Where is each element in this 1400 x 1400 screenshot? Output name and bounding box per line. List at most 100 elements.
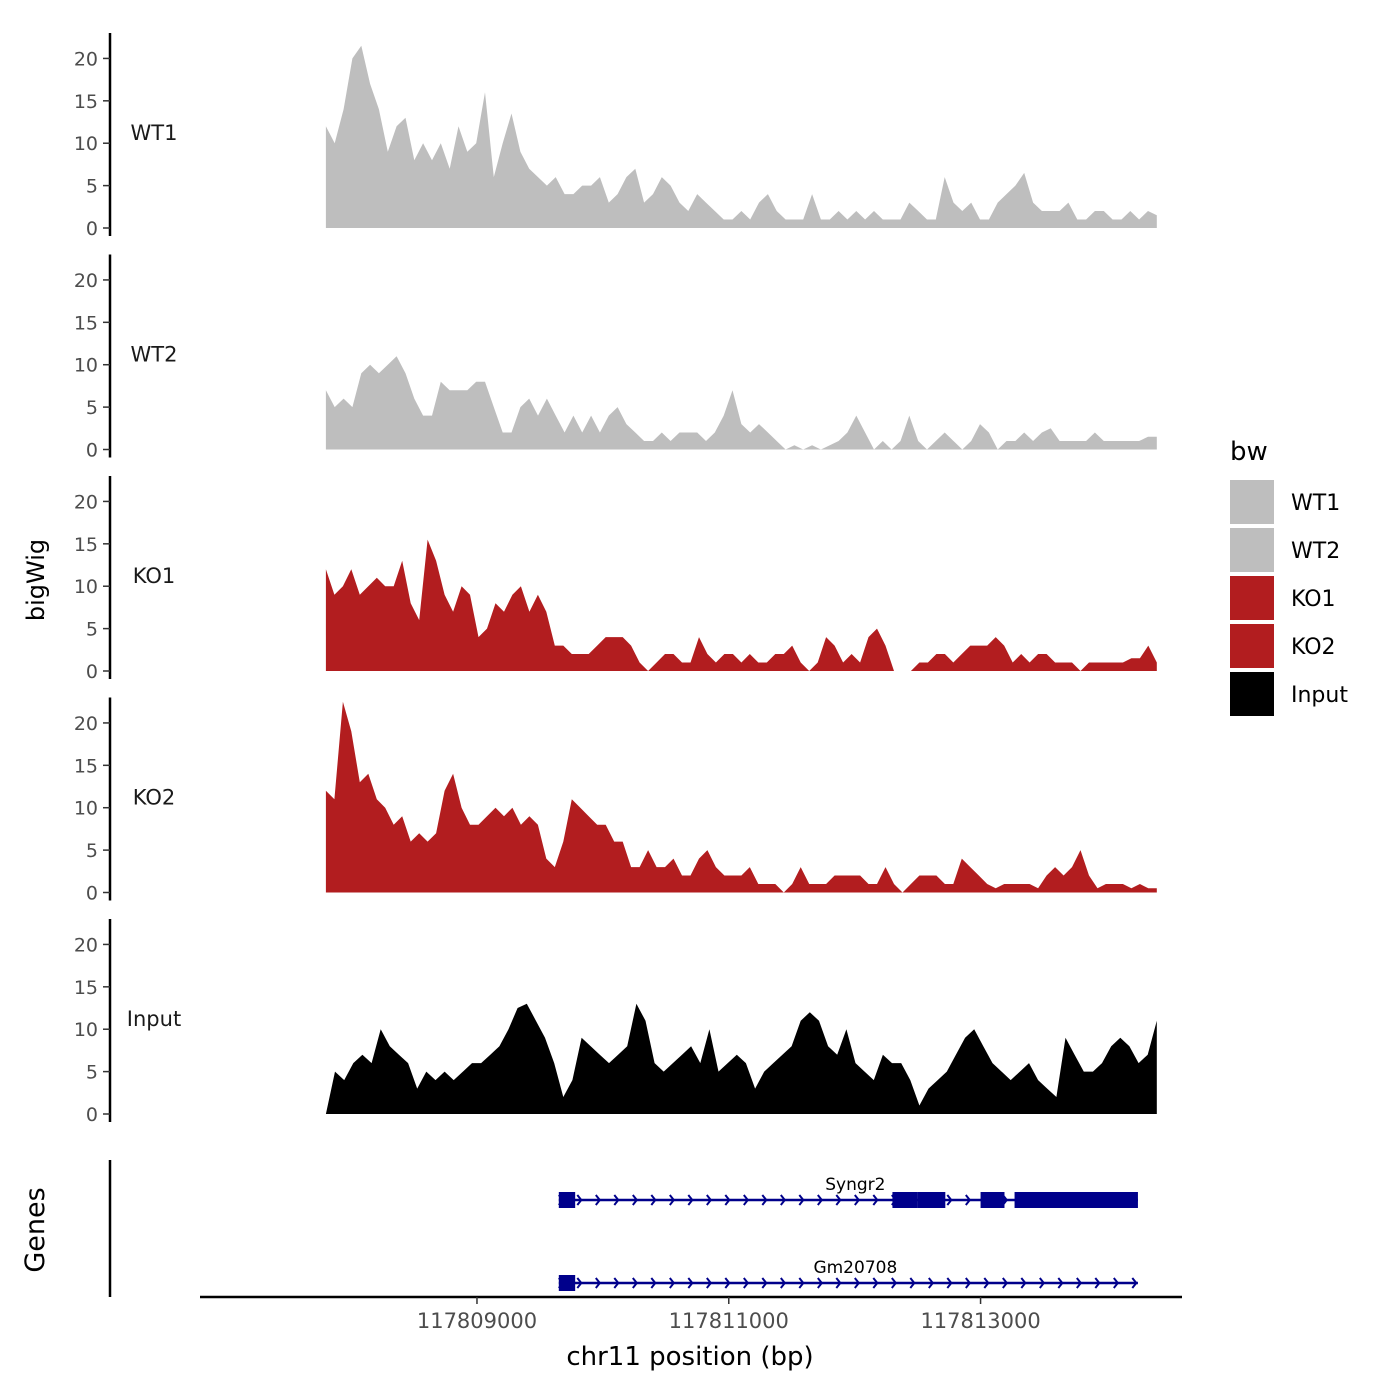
track-label: Input xyxy=(127,1007,181,1031)
strand-chevron xyxy=(595,1194,602,1206)
strand-chevron xyxy=(946,1277,953,1289)
y-tick-label: 20 xyxy=(74,48,98,70)
strand-chevron xyxy=(706,1277,713,1289)
strand-chevron xyxy=(891,1277,898,1289)
strand-chevron xyxy=(965,1277,972,1289)
y-tick-label: 10 xyxy=(74,1019,98,1041)
track-wt1: 0 5 10 15 20 WT1 xyxy=(74,33,1157,240)
strand-chevron xyxy=(613,1194,620,1206)
strand-chevron xyxy=(724,1194,731,1206)
legend-swatch-wt1 xyxy=(1230,480,1274,524)
strand-chevron xyxy=(928,1277,935,1289)
signal-area-wt1 xyxy=(325,45,1157,229)
y-tick-label: 15 xyxy=(74,91,98,113)
strand-chevron xyxy=(983,1277,990,1289)
strand-chevron xyxy=(724,1277,731,1289)
strand-chevron xyxy=(780,1277,787,1289)
y-tick-label: 15 xyxy=(74,312,98,334)
exon-block xyxy=(1014,1192,1138,1208)
y-tick-label: 0 xyxy=(86,218,98,240)
strand-chevron xyxy=(780,1194,787,1206)
signal-area-input xyxy=(325,1003,1157,1114)
exon-block xyxy=(558,1275,576,1291)
legend-label-ko2: KO2 xyxy=(1291,635,1336,660)
y-tick-label: 5 xyxy=(86,1062,98,1084)
legend-label-ko1: KO1 xyxy=(1291,587,1336,612)
strand-chevron xyxy=(1131,1277,1138,1289)
y-tick-label: 5 xyxy=(86,619,98,641)
legend-label-wt1: WT1 xyxy=(1291,491,1340,516)
legend-title: bw xyxy=(1230,437,1268,467)
exon-block xyxy=(980,1192,1005,1208)
legend-swatch-input xyxy=(1230,672,1274,716)
gene-name-label: Syngr2 xyxy=(825,1175,885,1195)
signal-area-ko2 xyxy=(325,701,1157,893)
strand-chevron xyxy=(1094,1277,1101,1289)
genes-panel-title: Genes xyxy=(20,1187,51,1272)
track-input: 0 5 10 15 20 Input xyxy=(74,919,1157,1126)
strand-chevron xyxy=(632,1194,639,1206)
y-axis-title: bigWig xyxy=(22,539,50,621)
y-tick-label: 5 xyxy=(86,176,98,198)
signal-area-ko1 xyxy=(325,539,1157,671)
strand-chevron xyxy=(1057,1277,1064,1289)
y-tick-label: 20 xyxy=(74,491,98,513)
track-label: KO2 xyxy=(133,786,176,810)
strand-chevron xyxy=(576,1194,583,1206)
legend-swatch-wt2 xyxy=(1230,528,1274,572)
strand-chevron xyxy=(835,1194,842,1206)
y-tick-label: 10 xyxy=(74,576,98,598)
strand-chevron xyxy=(817,1277,824,1289)
y-tick-label: 15 xyxy=(74,534,98,556)
strand-chevron xyxy=(706,1194,713,1206)
track-label: WT1 xyxy=(131,121,178,145)
x-axis-title: chr11 position (bp) xyxy=(566,1342,813,1372)
strand-chevron xyxy=(669,1277,676,1289)
signal-area-wt2 xyxy=(325,356,1157,450)
track-label: WT2 xyxy=(131,343,178,367)
strand-chevron xyxy=(743,1194,750,1206)
exon-block xyxy=(892,1192,918,1208)
y-tick-label: 5 xyxy=(86,840,98,862)
strand-chevron xyxy=(798,1194,805,1206)
legend-swatch-ko2 xyxy=(1230,624,1274,668)
legend-label-input: Input xyxy=(1291,683,1348,708)
y-tick-label: 20 xyxy=(74,934,98,956)
x-tick-label: 117813000 xyxy=(920,1309,1040,1333)
strand-chevron xyxy=(761,1194,768,1206)
x-tick-label: 117809000 xyxy=(417,1309,537,1333)
strand-chevron xyxy=(687,1277,694,1289)
y-tick-label: 0 xyxy=(86,1104,98,1126)
strand-chevron xyxy=(946,1194,953,1206)
y-tick-label: 10 xyxy=(74,798,98,820)
y-tick-label: 20 xyxy=(74,270,98,292)
strand-chevron xyxy=(1020,1277,1027,1289)
track-wt2: 0 5 10 15 20 WT2 xyxy=(74,254,1157,462)
strand-chevron xyxy=(743,1277,750,1289)
y-tick-label: 15 xyxy=(74,755,98,777)
strand-chevron xyxy=(761,1277,768,1289)
strand-chevron xyxy=(687,1194,694,1206)
strand-chevron xyxy=(872,1194,879,1206)
strand-chevron xyxy=(817,1194,824,1206)
y-tick-label: 0 xyxy=(86,661,98,683)
strand-chevron xyxy=(965,1194,972,1206)
legend-label-wt2: WT2 xyxy=(1291,539,1340,564)
strand-chevron xyxy=(854,1277,861,1289)
strand-chevron xyxy=(595,1277,602,1289)
legend-swatch-ko1 xyxy=(1230,576,1274,620)
y-tick-label: 10 xyxy=(74,355,98,377)
y-tick-label: 5 xyxy=(86,397,98,419)
x-tick-label: 117811000 xyxy=(669,1309,789,1333)
legend: bw WT1 WT2 KO1 KO2 Input xyxy=(1230,437,1348,716)
strand-chevron xyxy=(1002,1277,1009,1289)
y-tick-label: 10 xyxy=(74,133,98,155)
exon-block xyxy=(558,1192,576,1208)
track-ko2: 0 5 10 15 20 KO2 xyxy=(74,697,1157,905)
gene-gm20708: Gm20708 xyxy=(558,1258,1138,1291)
y-tick-label: 15 xyxy=(74,977,98,999)
strand-chevron xyxy=(576,1277,583,1289)
gene-name-label: Gm20708 xyxy=(813,1258,897,1278)
y-tick-label: 20 xyxy=(74,713,98,735)
